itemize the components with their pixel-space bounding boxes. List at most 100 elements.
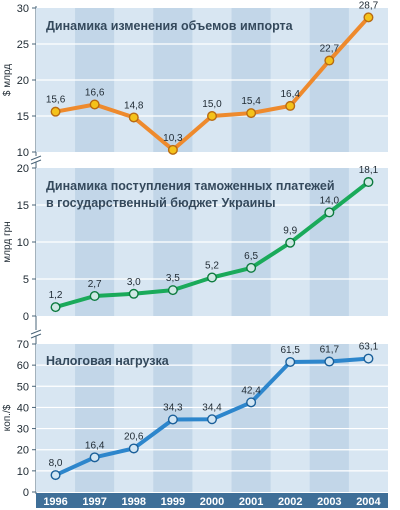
data-point-marker [246,108,257,119]
x-axis-background [36,493,388,508]
axis-break-mark [30,159,42,165]
y-axis-label: коп./$ [2,404,13,431]
chart-panel-1: 10 15 20 25 30 $ млрд Динамика изменения объем… [2,0,388,159]
data-point-marker [246,262,257,273]
data-label: 15,4 [241,96,261,107]
x-tick-label: 2001 [239,496,263,508]
year-column-stripe [75,344,115,492]
data-point-marker [206,110,217,121]
data-label: 34,3 [163,402,183,413]
y-tick-label: 20 [17,445,29,457]
year-column-stripe [270,344,310,492]
data-point-marker [206,414,217,425]
data-label: 16,6 [85,87,105,98]
data-label: 14,0 [320,195,340,206]
data-label: 16,4 [85,440,105,451]
data-label: 5,2 [205,261,219,272]
data-point-marker [50,470,61,481]
chart-title: Налоговая нагрузка [46,354,170,368]
year-column-stripe [231,344,271,492]
axis-break-mark [30,155,42,161]
y-tick-label: 5 [23,274,29,286]
y-tick-label: 60 [17,360,29,372]
data-point-marker [167,144,178,155]
y-tick-label: 10 [17,237,29,249]
y-axis-label: $ млрд [2,64,13,96]
data-label: 63,1 [359,342,379,353]
y-tick-label: 0 [23,311,29,323]
data-point-marker [363,177,374,188]
data-label: 2,7 [88,279,102,290]
x-axis: 1996 1997 1998 1999 2000 2001 2002 2003 2004 [36,493,388,508]
data-point-marker [246,397,257,408]
data-label: 34,4 [202,402,222,413]
data-label: 15,6 [46,95,66,106]
axis-break-mark [30,333,42,339]
y-tick-label: 20 [17,75,29,87]
x-tick-label: 2004 [356,496,381,508]
y-tick-label: 20 [17,163,29,175]
year-column-stripe [309,344,349,492]
x-tick-label: 2000 [200,496,224,508]
y-tick-label: 50 [17,381,29,393]
data-point-marker [285,237,296,248]
y-tick-label: 0 [23,487,29,499]
y-tick-label: 30 [17,3,29,15]
data-label: 9,9 [283,226,297,237]
data-point-marker [89,452,100,463]
data-label: 15,0 [202,99,222,110]
data-label: 28,7 [359,0,379,11]
chart-title: Динамика изменения объемов импорта [46,19,294,33]
data-point-marker [324,55,335,66]
x-tick-label: 1999 [161,496,185,508]
year-column-stripe [114,344,154,492]
data-label: 3,5 [166,273,180,284]
year-column-stripe [348,344,388,492]
data-point-marker [128,288,139,299]
data-point-marker [285,356,296,367]
data-label: 14,8 [124,100,144,111]
data-point-marker [128,112,139,123]
data-label: 22,7 [320,44,340,55]
data-label: 42,4 [241,385,261,396]
data-point-marker [50,302,61,313]
data-label: 16,4 [280,89,300,100]
data-label: 10,3 [163,133,183,144]
data-point-marker [363,353,374,364]
x-tick-label: 1997 [82,496,106,508]
x-tick-label: 1998 [122,496,146,508]
x-tick-label: 2002 [278,496,302,508]
data-point-marker [167,414,178,425]
chart-title-line: в государственный бюджет Украины [46,196,276,210]
data-label: 3,0 [127,277,141,288]
data-label: 61,5 [280,345,300,356]
data-label: 6,5 [244,251,258,262]
data-label: 61,7 [320,345,340,356]
y-tick-label: 70 [17,339,29,351]
chart-panel-2: 0 5 10 15 20 млрд грн Динамика поступления там… [2,163,388,323]
x-tick-label: 2003 [317,496,341,508]
y-tick-label: 15 [17,111,29,123]
data-label: 20,6 [124,431,144,442]
data-point-marker [206,272,217,283]
x-tick-label: 1996 [43,496,67,508]
axis-break-mark [30,329,42,335]
data-point-marker [128,443,139,454]
y-tick-label: 25 [17,39,29,51]
y-tick-label: 10 [17,147,29,159]
y-axis-label: млрд грн [2,221,13,262]
y-tick-label: 30 [17,424,29,436]
axis-break-mark-gap [33,330,39,336]
data-label: 18,1 [359,165,379,176]
data-point-marker [89,99,100,110]
chart-title-line: Динамика поступления таможенных платежей [46,179,335,193]
data-point-marker [324,207,335,218]
y-tick-label: 10 [17,466,29,478]
data-point-marker [285,100,296,111]
y-tick-label: 40 [17,402,29,414]
data-label: 8,0 [49,458,63,469]
data-label: 1,2 [49,290,63,301]
data-point-marker [50,106,61,117]
data-point-marker [89,291,100,302]
